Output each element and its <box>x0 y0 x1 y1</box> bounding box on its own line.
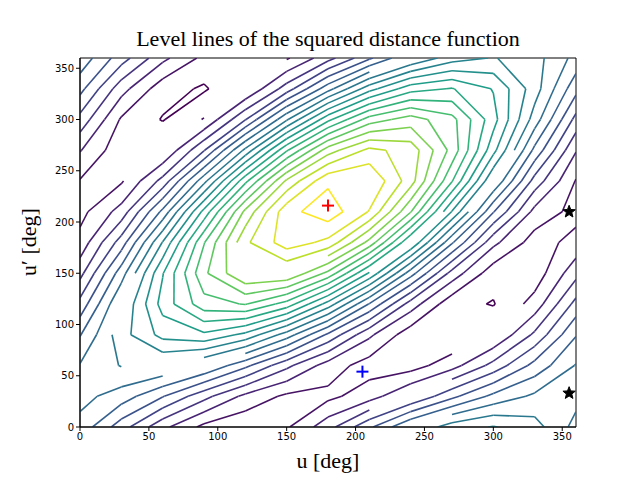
html-text:u [deg]: u [deg] <box>296 448 360 473</box>
svg-text:50: 50 <box>61 370 74 381</box>
svg-text:300: 300 <box>484 431 503 442</box>
svg-text:200: 200 <box>346 431 365 442</box>
svg-text:50: 50 <box>143 431 156 442</box>
html-text:u′ [deg]: u′ [deg] <box>16 208 41 276</box>
svg-text:100: 100 <box>208 431 227 442</box>
svg-text:150: 150 <box>277 431 296 442</box>
svg-text:0: 0 <box>68 422 74 433</box>
svg-text:0: 0 <box>77 431 83 442</box>
svg-text:350: 350 <box>55 63 74 74</box>
svg-text:150: 150 <box>55 268 74 279</box>
svg-text:200: 200 <box>55 217 74 228</box>
svg-text:250: 250 <box>55 165 74 176</box>
html-text:Level lines of the squared dis: Level lines of the squared distance func… <box>136 26 520 51</box>
svg-text:350: 350 <box>553 431 572 442</box>
svg-text:300: 300 <box>55 114 74 125</box>
svg-text:100: 100 <box>55 319 74 330</box>
svg-text:250: 250 <box>415 431 434 442</box>
